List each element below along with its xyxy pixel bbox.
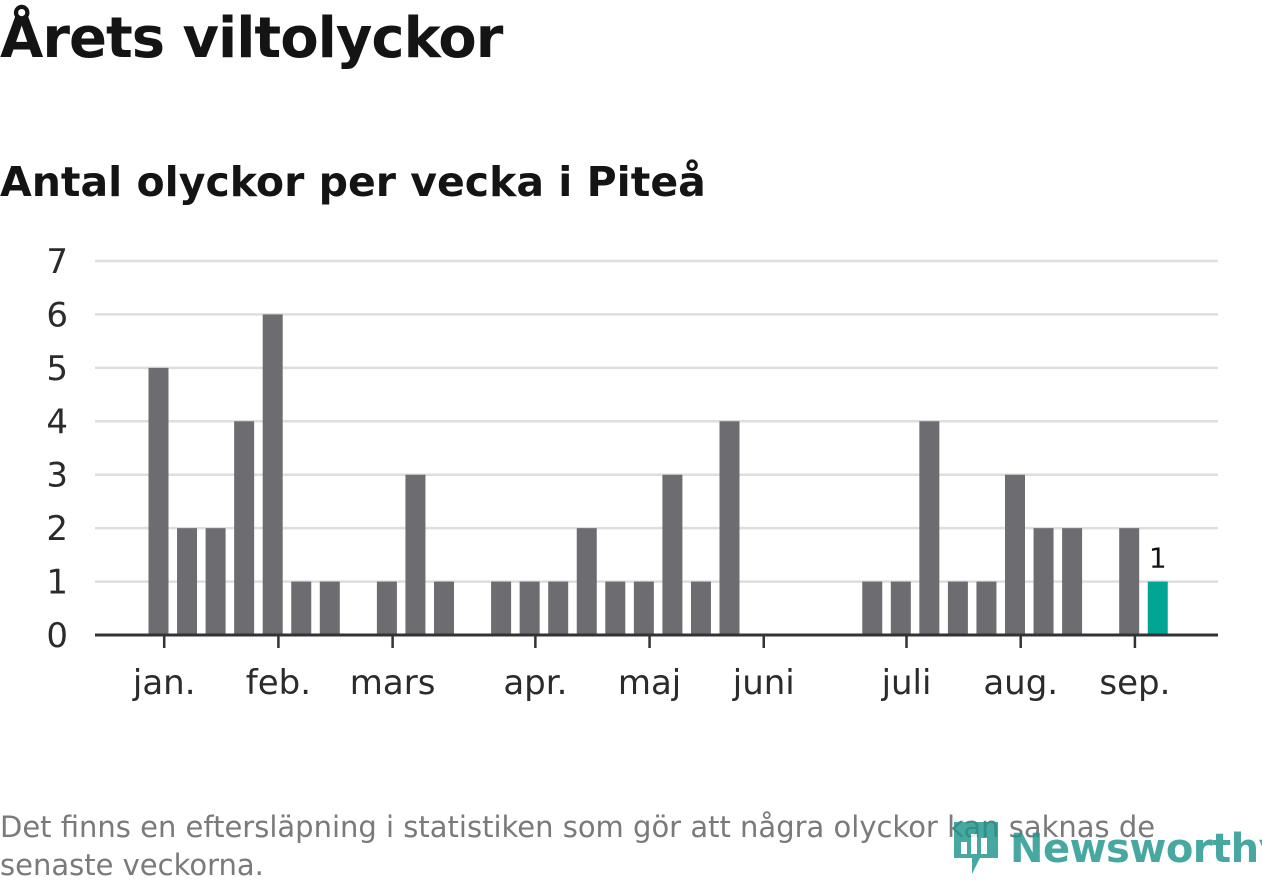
- y-tick-label: 1: [46, 563, 68, 603]
- bar: [1119, 528, 1140, 635]
- y-axis-ticks: 0 1 2 3 4 5 6 7: [46, 242, 68, 656]
- bar: [234, 421, 255, 635]
- bars: [148, 314, 1168, 635]
- bar: [890, 581, 911, 635]
- bar: [205, 528, 226, 635]
- bar: [262, 314, 283, 635]
- bar: [405, 474, 426, 635]
- x-tick-label: apr.: [503, 663, 567, 703]
- bar: [947, 581, 968, 635]
- y-tick-label: 0: [46, 616, 68, 656]
- bar: [633, 581, 654, 635]
- bar-highlighted: [1147, 581, 1168, 635]
- y-tick-label: 4: [46, 402, 68, 442]
- x-tick-label: juli: [881, 663, 932, 703]
- x-tick-label: mars: [350, 663, 436, 703]
- bar: [376, 581, 397, 635]
- bar: [719, 421, 740, 635]
- bar: [319, 581, 340, 635]
- x-tick-label: aug.: [983, 663, 1058, 703]
- bar: [1062, 528, 1083, 635]
- y-tick-label: 2: [46, 509, 68, 549]
- x-axis-ticks: jan. feb. mars apr. maj juni juli aug. sep.: [132, 635, 1170, 703]
- bar: [148, 367, 169, 635]
- brand-name: Newsworthy: [1010, 826, 1262, 872]
- bar: [862, 581, 883, 635]
- bar: [690, 581, 711, 635]
- y-tick-label: 7: [46, 242, 68, 282]
- chart-title: Årets viltolyckor: [0, 6, 503, 71]
- bar: [919, 421, 940, 635]
- bar: [177, 528, 198, 635]
- newsworthy-logo-icon: [954, 822, 998, 874]
- newsworthy-logo: Newsworthy: [950, 818, 1262, 880]
- bar-value-label: 1: [1149, 542, 1167, 575]
- bar: [491, 581, 512, 635]
- bar: [434, 581, 454, 635]
- x-tick-label: sep.: [1099, 663, 1170, 703]
- x-tick-label: jan.: [132, 663, 196, 703]
- x-tick-label: maj: [618, 663, 681, 703]
- bar: [291, 581, 312, 635]
- bar: [519, 581, 540, 635]
- bar: [1033, 528, 1054, 635]
- bar: [976, 581, 997, 635]
- y-tick-label: 6: [46, 295, 68, 335]
- bar: [605, 581, 626, 635]
- x-tick-label: juni: [732, 663, 795, 703]
- bar-chart: 0 1 2 3 4 5 6 7 jan. feb. mars apr. maj juni juli aug.…: [46, 242, 1218, 703]
- y-tick-label: 5: [46, 349, 68, 389]
- chart-subtitle: Antal olyckor per vecka i Piteå: [0, 158, 706, 206]
- y-tick-label: 3: [46, 456, 68, 496]
- data-labels: 1: [1149, 542, 1167, 575]
- bar: [662, 474, 683, 635]
- bar: [548, 581, 569, 635]
- bar: [1005, 474, 1025, 635]
- bar: [576, 528, 597, 635]
- x-tick-label: feb.: [246, 663, 311, 703]
